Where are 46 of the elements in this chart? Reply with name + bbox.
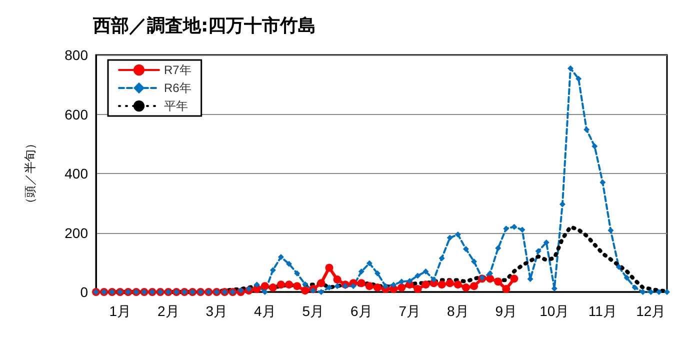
point: [285, 280, 294, 289]
y-tick-label: 800: [64, 47, 88, 63]
point: [438, 280, 446, 289]
point: [260, 282, 269, 290]
x-tick-label: 2月: [157, 303, 180, 319]
point: [357, 279, 366, 288]
point: [398, 284, 406, 292]
point: [317, 279, 326, 288]
point: [365, 282, 374, 290]
point: [373, 284, 382, 292]
x-tick-label: 10月: [540, 303, 570, 319]
x-tick-label: 7月: [398, 303, 421, 319]
legend-label: R6年: [164, 81, 192, 95]
x-tick-label: 4月: [254, 303, 276, 319]
point: [470, 282, 478, 290]
point: [422, 280, 430, 289]
x-tick-label: 12月: [636, 303, 666, 319]
point: [454, 280, 462, 289]
point: [494, 278, 502, 286]
chart-title: 西部／調査地:四万十市竹島: [92, 16, 316, 36]
point: [446, 279, 454, 288]
point: [276, 280, 285, 289]
y-tick-label: 600: [64, 106, 88, 122]
x-tick-label: 9月: [495, 303, 518, 319]
x-tick-label: 1月: [109, 303, 132, 319]
x-tick-label: 5月: [302, 303, 324, 319]
x-tick-label: 8月: [447, 303, 469, 319]
point: [414, 285, 422, 294]
point: [268, 284, 277, 292]
y-tick-label: 0: [80, 284, 88, 300]
point: [462, 284, 470, 292]
point: [325, 264, 334, 272]
point: [502, 285, 510, 294]
point: [486, 274, 494, 283]
y-axis-title: （頭／半旬）: [23, 138, 37, 210]
legend-label: 平年: [164, 99, 188, 113]
point: [301, 286, 310, 295]
point: [293, 282, 302, 290]
legend-label: R7年: [164, 63, 192, 77]
x-tick-label: 6月: [350, 303, 372, 319]
x-tick-label: 11月: [588, 303, 617, 319]
y-tick-label: 400: [64, 166, 88, 182]
x-tick-label: 3月: [206, 303, 228, 319]
point: [510, 274, 518, 283]
point: [333, 276, 342, 284]
y-tick-label: 200: [64, 224, 88, 241]
